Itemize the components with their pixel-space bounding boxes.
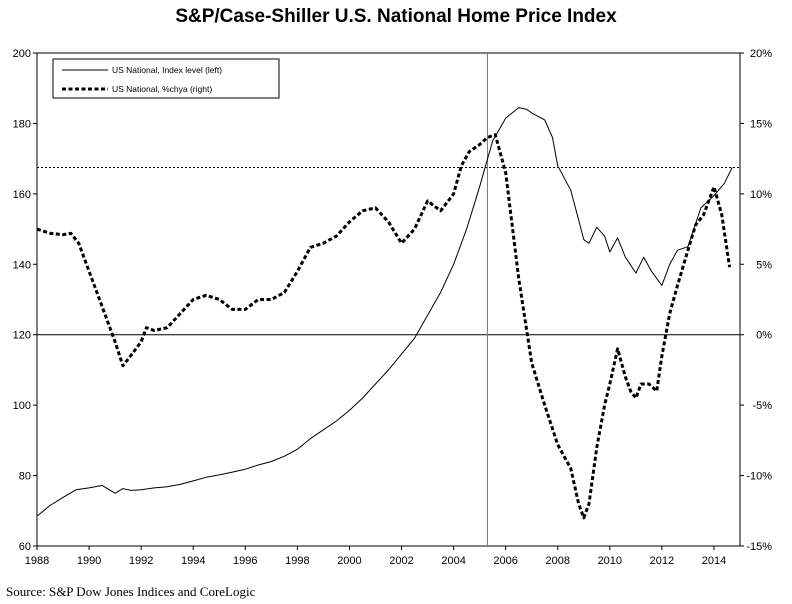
y-right-tick-label: 15%: [750, 118, 772, 130]
x-axis: 1988 1990 1992 1994 1996 1998 2000 2002 2004 2006…: [25, 546, 726, 567]
x-tick-label: 1996: [233, 555, 257, 567]
x-tick-label: 1994: [181, 555, 205, 567]
x-tick-label: 2010: [598, 555, 622, 567]
reference-lines: [37, 53, 740, 546]
series-layer: [36, 107, 733, 520]
y-right-tick-label: 0%: [756, 330, 772, 342]
series-index-level-line: [36, 107, 733, 517]
x-tick-label: 2008: [545, 555, 569, 567]
y-left-tick-label: 120: [13, 330, 31, 342]
y-right-tick-label: 10%: [750, 189, 772, 201]
x-tick-label: 2014: [702, 555, 726, 567]
y-left-tick-label: 80: [19, 471, 31, 483]
y-right-tick-label: 20%: [750, 48, 772, 60]
chart-title: S&P/Case-Shiller U.S. National Home Pric…: [175, 6, 617, 27]
legend-label-index-level: US National, Index level (left): [112, 65, 222, 75]
y-right-tick-label: 5%: [756, 259, 772, 271]
y-left-tick-label: 160: [13, 189, 31, 201]
y-left-tick-label: 200: [13, 48, 31, 60]
x-tick-label: 2002: [389, 555, 413, 567]
x-tick-label: 2006: [493, 555, 517, 567]
y-right-tick-label: -15%: [746, 541, 772, 553]
x-tick-label: 2000: [337, 555, 361, 567]
y-right-tick-label: -5%: [752, 400, 772, 412]
series-pct-chya-line: [36, 133, 732, 520]
x-tick-label: 1992: [129, 555, 153, 567]
y-axis-right: -15% -10% -5% 0% 5% 10% 15% 20%: [740, 48, 772, 553]
y-right-tick-label: -10%: [746, 471, 772, 483]
y-left-tick-label: 100: [13, 400, 31, 412]
legend: US National, Index level (left) US Natio…: [52, 58, 280, 99]
y-left-tick-label: 140: [13, 259, 31, 271]
y-axis-left: 60 80 100 120 140 160 180 200: [13, 48, 37, 553]
x-tick-label: 2012: [650, 555, 674, 567]
x-tick-label: 1998: [285, 555, 309, 567]
plot-area-frame: [36, 52, 741, 547]
source-note: Source: S&P Dow Jones Indices and CoreLo…: [6, 584, 256, 599]
x-tick-label: 1990: [77, 555, 101, 567]
y-left-tick-label: 60: [19, 541, 31, 553]
x-tick-label: 2004: [441, 555, 465, 567]
y-left-tick-label: 180: [13, 118, 31, 130]
legend-box: [52, 58, 280, 99]
x-tick-label: 1988: [25, 555, 49, 567]
legend-label-pct-chya: US National, %chya (right): [112, 84, 212, 94]
